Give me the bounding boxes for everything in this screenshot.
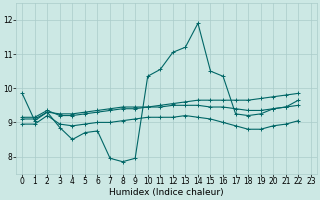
X-axis label: Humidex (Indice chaleur): Humidex (Indice chaleur) bbox=[109, 188, 224, 197]
